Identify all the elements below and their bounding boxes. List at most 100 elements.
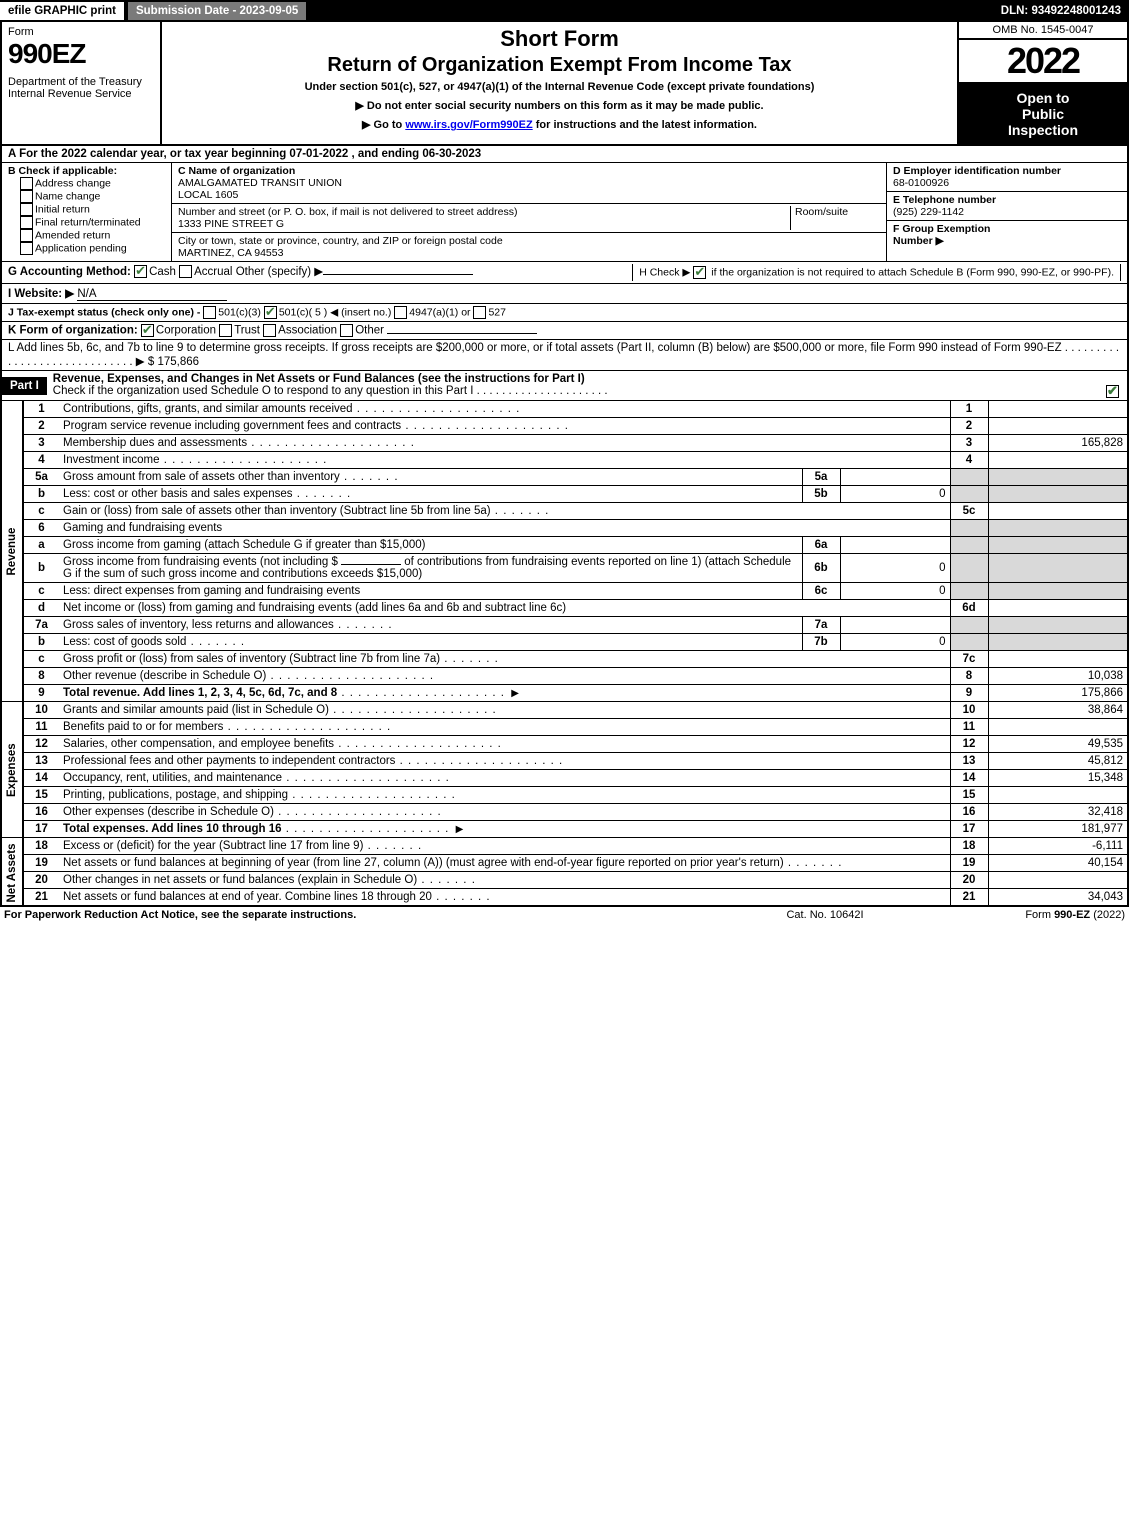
val-16: 32,418 [988, 804, 1128, 821]
ln-2: 2 [23, 418, 59, 435]
contrib-amount-input[interactable] [341, 564, 401, 565]
sub-7b: 7b [802, 634, 840, 651]
form-number: 990EZ [8, 38, 154, 70]
chk-H[interactable] [693, 266, 706, 279]
l3-desc: Membership dues and assessments [59, 435, 950, 452]
ln-12: 12 [23, 736, 59, 753]
val-18: -6,111 [988, 838, 1128, 855]
chk-name-change[interactable]: Name change [20, 190, 165, 203]
subval-7b: 0 [840, 634, 950, 651]
box-1: 1 [950, 401, 988, 418]
chk-trust[interactable] [219, 324, 232, 337]
chk-cash[interactable] [134, 265, 147, 278]
l21-desc: Net assets or fund balances at end of ye… [59, 889, 950, 907]
subval-6b: 0 [840, 554, 950, 583]
chk-assoc[interactable] [263, 324, 276, 337]
other-specify-input[interactable] [323, 274, 473, 275]
l7b-desc: Less: cost of goods sold [59, 634, 802, 651]
val-6-grey [988, 520, 1128, 537]
part-1-header: Part I Revenue, Expenses, and Changes in… [0, 371, 1129, 401]
under-section: Under section 501(c), 527, or 4947(a)(1)… [170, 81, 949, 93]
chk-application-pending[interactable]: Application pending [20, 242, 165, 255]
box-19: 19 [950, 855, 988, 872]
efile-print[interactable]: efile GRAPHIC print [0, 0, 126, 22]
J-o2: 501(c)( 5 ) ◀ (insert no.) [279, 306, 392, 318]
l1-desc: Contributions, gifts, grants, and simila… [59, 401, 950, 418]
box-6b-grey [950, 554, 988, 583]
form-header: Form 990EZ Department of the Treasury In… [0, 22, 1129, 146]
netassets-label: Net Assets [1, 838, 23, 907]
cat-no: Cat. No. 10642I [725, 909, 925, 921]
l6a-desc: Gross income from gaming (attach Schedul… [59, 537, 802, 554]
sub-6b: 6b [802, 554, 840, 583]
sub-6c: 6c [802, 583, 840, 600]
chk-527[interactable] [473, 306, 486, 319]
subval-6c: 0 [840, 583, 950, 600]
submission-date: Submission Date - 2023-09-05 [126, 0, 308, 22]
val-14: 15,348 [988, 770, 1128, 787]
chk-4947[interactable] [394, 306, 407, 319]
l15-desc: Printing, publications, postage, and shi… [59, 787, 950, 804]
box-6d: 6d [950, 600, 988, 617]
box-5c: 5c [950, 503, 988, 520]
chk-initial-return[interactable]: Initial return [20, 203, 165, 216]
dln: DLN: 93492248001243 [993, 3, 1129, 19]
part-1-label: Part I [2, 377, 47, 395]
street-address: 1333 PINE STREET G [178, 218, 284, 230]
ln-17: 17 [23, 821, 59, 838]
box-2: 2 [950, 418, 988, 435]
chk-accrual[interactable] [179, 265, 192, 278]
goto-instructions: ▶ Go to www.irs.gov/Form990EZ for instru… [170, 118, 949, 131]
ln-7a: 7a [23, 617, 59, 634]
val-7b-grey [988, 634, 1128, 651]
line-G: G Accounting Method: Cash Accrual Other … [8, 264, 626, 281]
val-12: 49,535 [988, 736, 1128, 753]
group-exemption-label: F Group Exemption Number ▶ [893, 223, 990, 247]
ln-20: 20 [23, 872, 59, 889]
val-17: 181,977 [988, 821, 1128, 838]
val-8: 10,038 [988, 668, 1128, 685]
chk-address-change[interactable]: Address change [20, 177, 165, 190]
box-B: B Check if applicable: Address change Na… [2, 163, 172, 261]
box-C: C Name of organization AMALGAMATED TRANS… [172, 163, 887, 261]
l6b-desc: Gross income from fundraising events (no… [59, 554, 802, 583]
chk-corp[interactable] [141, 324, 154, 337]
other-org-input[interactable] [387, 333, 537, 334]
val-21: 34,043 [988, 889, 1128, 907]
chk-501c3[interactable] [203, 306, 216, 319]
val-7a-grey [988, 617, 1128, 634]
l14-desc: Occupancy, rent, utilities, and maintena… [59, 770, 950, 787]
tax-year: 2022 [959, 40, 1127, 84]
open-to-public: Open to Public Inspection [959, 84, 1127, 144]
line-H: H Check ▶ if the organization is not req… [632, 264, 1121, 281]
chk-other-org[interactable] [340, 324, 353, 337]
val-5a-grey [988, 469, 1128, 486]
box-6a-grey [950, 537, 988, 554]
irs-link[interactable]: www.irs.gov/Form990EZ [405, 119, 532, 131]
return-title: Return of Organization Exempt From Incom… [170, 54, 949, 77]
line-I: I Website: ▶ N/A [0, 284, 1129, 304]
website: N/A [77, 288, 227, 301]
box-D: D Employer identification number 68-0100… [887, 163, 1127, 261]
sub-6a: 6a [802, 537, 840, 554]
chk-final-return[interactable]: Final return/terminated [20, 216, 165, 229]
subval-5b: 0 [840, 486, 950, 503]
ln-1: 1 [23, 401, 59, 418]
chk-schedule-o[interactable] [1106, 385, 1119, 398]
l9-desc: Total revenue. Add lines 1, 2, 3, 4, 5c,… [59, 685, 950, 702]
subval-5a [840, 469, 950, 486]
box-11: 11 [950, 719, 988, 736]
goto-post: for instructions and the latest informat… [533, 119, 757, 131]
val-2 [988, 418, 1128, 435]
val-15 [988, 787, 1128, 804]
H-pre: H Check ▶ [639, 266, 693, 278]
K-o2: Trust [234, 325, 260, 337]
B-label: B Check if applicable: [8, 165, 117, 177]
bcd-block: B Check if applicable: Address change Na… [0, 163, 1129, 262]
ln-21: 21 [23, 889, 59, 907]
val-1 [988, 401, 1128, 418]
chk-501c[interactable] [264, 306, 277, 319]
box-6c-grey [950, 583, 988, 600]
street-label: Number and street (or P. O. box, if mail… [178, 206, 517, 218]
chk-amended-return[interactable]: Amended return [20, 229, 165, 242]
